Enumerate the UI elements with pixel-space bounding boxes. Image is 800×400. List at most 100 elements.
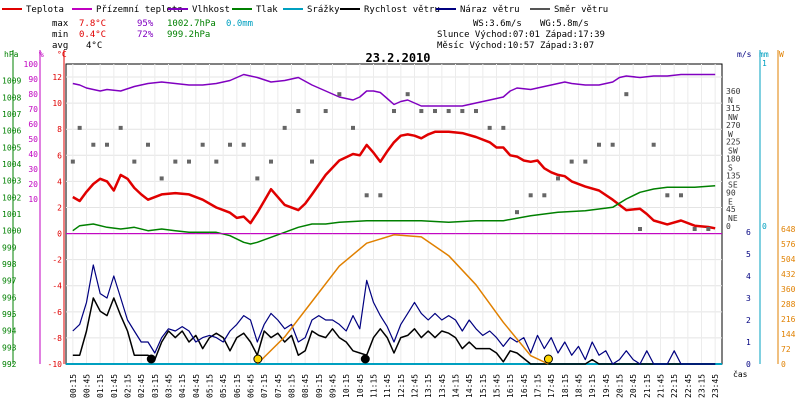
ms-tick-label: 0 <box>746 360 751 369</box>
c-tick-label: -8 <box>52 334 62 343</box>
wind-direction-point <box>624 92 629 97</box>
wind-direction-point <box>200 142 205 147</box>
wind-direction-point <box>255 176 260 181</box>
series-line-teplota <box>72 130 716 230</box>
direction-tick-name: N <box>728 96 733 105</box>
direction-tick-degrees: 45 <box>726 205 736 214</box>
time-tick-label: 03:15 <box>151 374 160 398</box>
time-tick-label: 16:15 <box>506 374 515 398</box>
w-tick-label: 144 <box>781 330 796 339</box>
hpa-tick-label: 993 <box>2 343 17 352</box>
wind-direction-point <box>323 109 328 114</box>
c-tick-label: 12 <box>52 73 62 82</box>
sun-moon-marker <box>253 354 263 364</box>
time-tick-label: 11:15 <box>370 374 379 398</box>
w-tick-label: 576 <box>781 240 796 249</box>
mm-unit-label: mm <box>759 50 769 59</box>
wind-direction-point <box>310 159 314 164</box>
legend-label-smer-vetru: Směr větru <box>554 5 608 15</box>
time-tick-label: 10:45 <box>356 374 365 398</box>
time-tick-label: 02:15 <box>124 374 133 398</box>
w-tick-label: 648 <box>781 225 796 234</box>
stats-avg-temp: 4°C <box>86 41 102 51</box>
wind-direction-point <box>542 193 547 198</box>
hpa-tick-label: 996 <box>2 293 17 302</box>
time-tick-label: 00:15 <box>69 374 78 398</box>
direction-tick-degrees: 225 <box>726 138 741 147</box>
stats-min-press: 999.2hPa <box>167 30 210 40</box>
wind-direction-point <box>474 109 478 114</box>
time-tick-label: 23:15 <box>698 374 707 398</box>
c-tick-label: -6 <box>52 308 62 317</box>
pct-tick-label: 30 <box>28 165 38 174</box>
hpa-tick-label: 997 <box>2 277 17 286</box>
wind-direction-point <box>337 92 342 97</box>
time-tick-label: 01:15 <box>96 374 105 398</box>
grid <box>65 63 723 365</box>
pct-tick-label: 10 <box>28 195 38 204</box>
wind-direction-point <box>146 142 150 147</box>
wind-direction-point <box>351 125 355 130</box>
hpa-tick-label: 1008 <box>2 93 21 102</box>
hpa-tick-label: 1006 <box>2 127 21 136</box>
wind-direction-point <box>583 159 588 164</box>
time-tick-label: 21:15 <box>643 374 652 398</box>
wind-direction-point <box>651 142 656 147</box>
wind-direction-point <box>706 227 711 231</box>
sun-moon-marker <box>360 354 370 364</box>
legend-label-teplota: Teplota <box>26 5 64 15</box>
time-tick-label: 11:45 <box>383 374 392 398</box>
hpa-tick-label: 1000 <box>2 227 21 236</box>
legend-label-prizemni-teplota: Přízemní teplota <box>96 5 183 15</box>
legend-label-rychlost-vetru: Rychlost větru <box>364 5 440 15</box>
ms-tick-label: 6 <box>746 228 751 237</box>
wind-direction-point <box>638 227 642 231</box>
stats-avg-label: avg <box>52 41 68 51</box>
pct-tick-label: 70 <box>28 105 38 114</box>
time-tick-label: 22:45 <box>684 374 693 398</box>
wind-direction-point <box>392 109 396 114</box>
hpa-tick-label: 1003 <box>2 177 21 186</box>
c-tick-label: 8 <box>57 125 62 134</box>
time-tick-label: 06:45 <box>247 374 256 398</box>
time-tick-label: 10:15 <box>342 374 351 398</box>
direction-tick-degrees: 135 <box>726 171 741 180</box>
c-tick-label: 6 <box>57 151 62 160</box>
chart-date-title: 23.2.2010 <box>365 51 430 65</box>
wind-direction-point <box>446 109 451 114</box>
time-tick-label: 17:45 <box>547 374 556 398</box>
axes: 1009100810071006100510041003100210011000… <box>2 50 796 398</box>
c-tick-label: 4 <box>57 177 62 186</box>
hpa-tick-label: 1002 <box>2 193 21 202</box>
direction-tick-name: NW <box>728 113 738 122</box>
direction-tick-name: SW <box>728 147 738 156</box>
stats-max-temp: 7.8°C <box>79 19 106 29</box>
time-tick-label: 17:15 <box>534 374 543 398</box>
w-tick-label: 72 <box>781 345 791 354</box>
series-line-slunecni-zareni <box>256 234 549 365</box>
time-tick-label: 05:15 <box>206 374 215 398</box>
c-tick-label: -4 <box>52 282 62 291</box>
w-tick-label: 0 <box>781 360 786 369</box>
hpa-tick-label: 1004 <box>2 160 21 169</box>
c-unit-label: °C <box>57 50 67 59</box>
wind-direction-point <box>296 109 301 114</box>
stats-min-hum: 72% <box>137 30 154 40</box>
time-tick-label: 23:45 <box>711 374 720 398</box>
time-tick-label: 09:45 <box>329 374 338 398</box>
c-tick-label: -2 <box>52 256 62 265</box>
hpa-tick-label: 1005 <box>2 143 21 152</box>
wind-direction-point <box>105 142 109 147</box>
wind-direction-point <box>692 227 697 231</box>
series-line-vlhkost <box>72 73 716 107</box>
stats-min-temp: 0.4°C <box>79 30 106 40</box>
wind-direction-point <box>159 176 164 181</box>
time-tick-label: 19:15 <box>588 374 597 398</box>
direction-tick-name: E <box>728 197 733 206</box>
wind-direction-point <box>610 142 615 147</box>
stats-block: max 7.8°C 95% 1002.7hPa 0.0mm min 0.4°C … <box>52 19 253 51</box>
direction-tick-name: SE <box>728 180 738 189</box>
hpa-tick-label: 1007 <box>2 110 21 119</box>
hpa-tick-label: 994 <box>2 327 17 336</box>
pct-tick-label: 40 <box>28 150 38 159</box>
